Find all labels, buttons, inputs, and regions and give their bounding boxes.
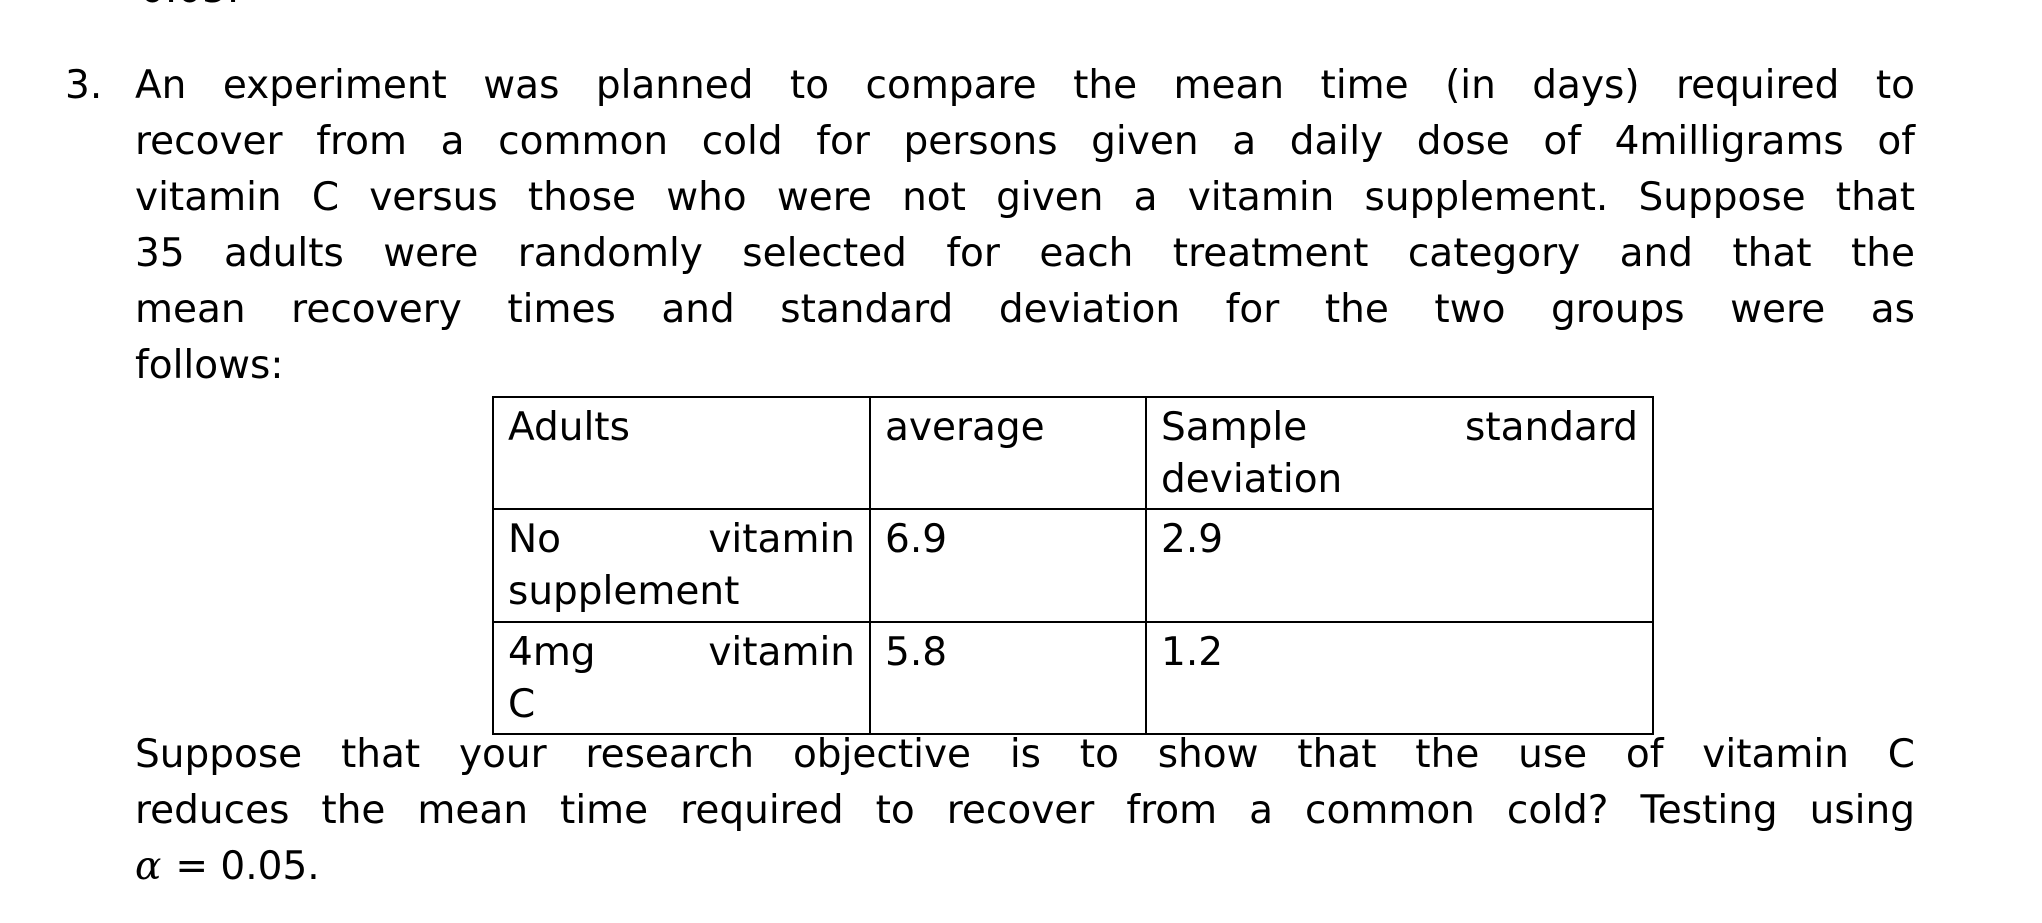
paragraph-line: An experiment was planned to compare the…	[135, 63, 1915, 108]
row-label-line1: No vitamin	[508, 517, 855, 562]
average-value-cell: 6.9	[869, 508, 1147, 623]
row-label-line2: supplement	[508, 569, 740, 614]
recovery-data-table-wrapper: Adults average Sample standard deviation…	[492, 396, 1654, 735]
row-label-line1: 4mg vitamin	[508, 630, 855, 675]
paragraph-line: recover from a common cold for persons g…	[135, 119, 1915, 164]
sd-value-cell: 2.9	[1145, 508, 1654, 623]
paragraph-line: mean recovery times and standard deviati…	[135, 287, 1915, 332]
average-value-cell: 5.8	[869, 621, 1147, 735]
header-cell-sample-sd: Sample standard deviation	[1145, 396, 1654, 510]
table-header-row: Adults average Sample standard deviation	[492, 396, 1654, 510]
alpha-symbol: α	[135, 844, 162, 889]
header-cell-average-text: average	[885, 405, 1045, 450]
research-objective-paragraph: Suppose that your research objective is …	[135, 727, 1915, 895]
average-value: 5.8	[885, 630, 948, 675]
table-row: No vitamin supplement 6.9 2.9	[492, 508, 1654, 623]
row-label-cell: 4mg vitamin C	[492, 621, 871, 735]
average-value: 6.9	[885, 517, 948, 562]
sd-value: 1.2	[1161, 630, 1224, 675]
alpha-significance-line: α = 0.05.	[135, 839, 1915, 895]
paragraph-line: reduces the mean time required to recove…	[135, 788, 1915, 833]
paragraph-line: 35 adults were randomly selected for eac…	[135, 231, 1915, 276]
clipped-previous-line-text: 0.05.	[140, 0, 460, 9]
sd-value: 2.9	[1161, 517, 1224, 562]
clipped-previous-line: 0.05.	[140, 0, 460, 9]
paragraph-line: Suppose that your research objective is …	[135, 732, 1915, 777]
recovery-data-table: Adults average Sample standard deviation…	[492, 396, 1654, 735]
paragraph-line: follows:	[135, 343, 284, 388]
problem-statement: An experiment was planned to compare the…	[135, 58, 1915, 394]
table-row: 4mg vitamin C 5.8 1.2	[492, 621, 1654, 735]
header-cell-sample-sd-line2: deviation	[1161, 457, 1343, 502]
header-cell-adults-text: Adults	[508, 405, 630, 450]
alpha-value: = 0.05.	[175, 844, 320, 889]
row-label-line2: C	[508, 682, 536, 727]
header-cell-sample-sd-line1: Sample standard	[1161, 405, 1638, 450]
sd-value-cell: 1.2	[1145, 621, 1654, 735]
row-label-cell: No vitamin supplement	[492, 508, 871, 623]
header-cell-adults: Adults	[492, 396, 871, 510]
problem-3-block: 3. An experiment was planned to compare …	[65, 58, 1915, 394]
problem-number: 3.	[65, 63, 103, 108]
paragraph-line: vitamin C versus those who were not give…	[135, 175, 1915, 220]
header-cell-average: average	[869, 396, 1147, 510]
